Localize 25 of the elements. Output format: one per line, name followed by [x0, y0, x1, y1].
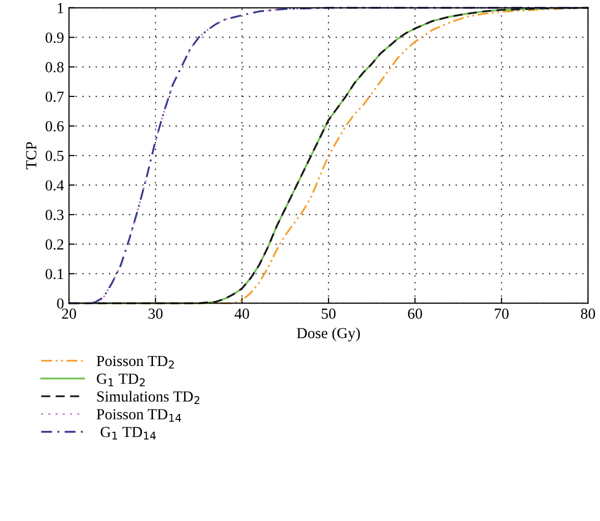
y-tick-label: 1: [58, 3, 64, 14]
legend-label: G$_{1}$ TD$_{14}$: [100, 426, 156, 440]
legend-label: Poisson TD$_{14}$: [96, 409, 182, 422]
y-tick-label: 0.7: [46, 92, 64, 102]
y-tick-label: 0.9: [46, 32, 64, 43]
legend-label: G$_{1}$ TD$_{2}$: [96, 374, 145, 386]
y-tick-label: 0.6: [46, 121, 64, 132]
y-tick-label: 0.3: [46, 210, 64, 220]
y-tick-label: 0.2: [46, 239, 64, 250]
x-tick-label: 80: [580, 308, 596, 319]
x-tick-label: 30: [148, 308, 163, 319]
legend-label: Simulations TD$_{2}$: [97, 390, 200, 404]
y-tick-label: 0.4: [46, 180, 64, 191]
y-tick-label: 0.1: [46, 268, 64, 280]
x-tick-label: 70: [494, 308, 509, 319]
y-tick-label: 0.8: [46, 62, 64, 72]
legend-label: Poisson TD$_{2}$: [96, 356, 174, 368]
x-tick-label: 60: [408, 308, 422, 319]
x-axis-title: Dose (Gy): [296, 327, 360, 342]
y-tick-label: 0: [57, 298, 64, 309]
x-tick-label: 20: [62, 308, 76, 319]
x-tick-label: 50: [322, 308, 336, 319]
y-tick-label: 0.5: [46, 150, 64, 162]
y-axis-title: TCP: [26, 142, 36, 170]
x-tick-label: 40: [234, 308, 250, 319]
